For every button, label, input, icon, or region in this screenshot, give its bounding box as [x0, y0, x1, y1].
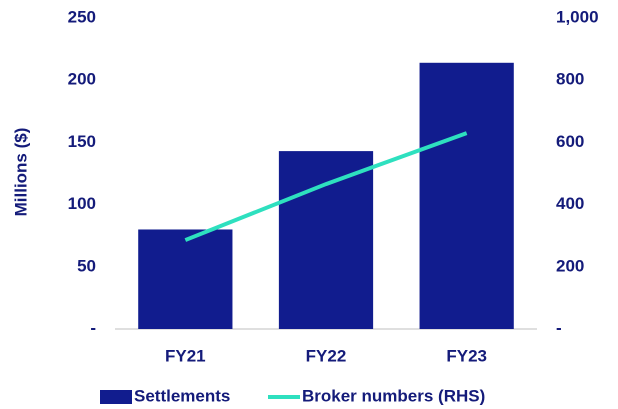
y2-tick-label: 400: [556, 194, 584, 213]
y2-tick-label: 200: [556, 256, 584, 275]
y-tick-label: 100: [68, 194, 96, 213]
line: [184, 131, 468, 242]
y-tick-label: 50: [77, 256, 96, 275]
y2-tick-label: 800: [556, 70, 584, 89]
bar: [419, 62, 514, 330]
bar: [278, 151, 374, 329]
y-tick-label: -: [90, 318, 96, 337]
x-tick-label: FY23: [446, 346, 487, 365]
x-tick-label: FY21: [165, 346, 206, 365]
y2-tick-label: -: [556, 318, 562, 337]
bar: [138, 229, 233, 329]
legend-label: Broker numbers (RHS): [302, 386, 485, 405]
legend-label: Settlements: [134, 386, 230, 405]
y-axis-label: Millions ($): [11, 128, 30, 217]
y2-tick-label: 600: [556, 132, 584, 151]
y2-tick-label: 1,000: [556, 7, 599, 26]
y-tick-label: 200: [68, 70, 96, 89]
legend-swatch: [100, 390, 132, 404]
x-tick-label: FY22: [306, 346, 347, 365]
y-tick-label: 150: [68, 132, 96, 151]
y-tick-label: 250: [68, 7, 96, 26]
